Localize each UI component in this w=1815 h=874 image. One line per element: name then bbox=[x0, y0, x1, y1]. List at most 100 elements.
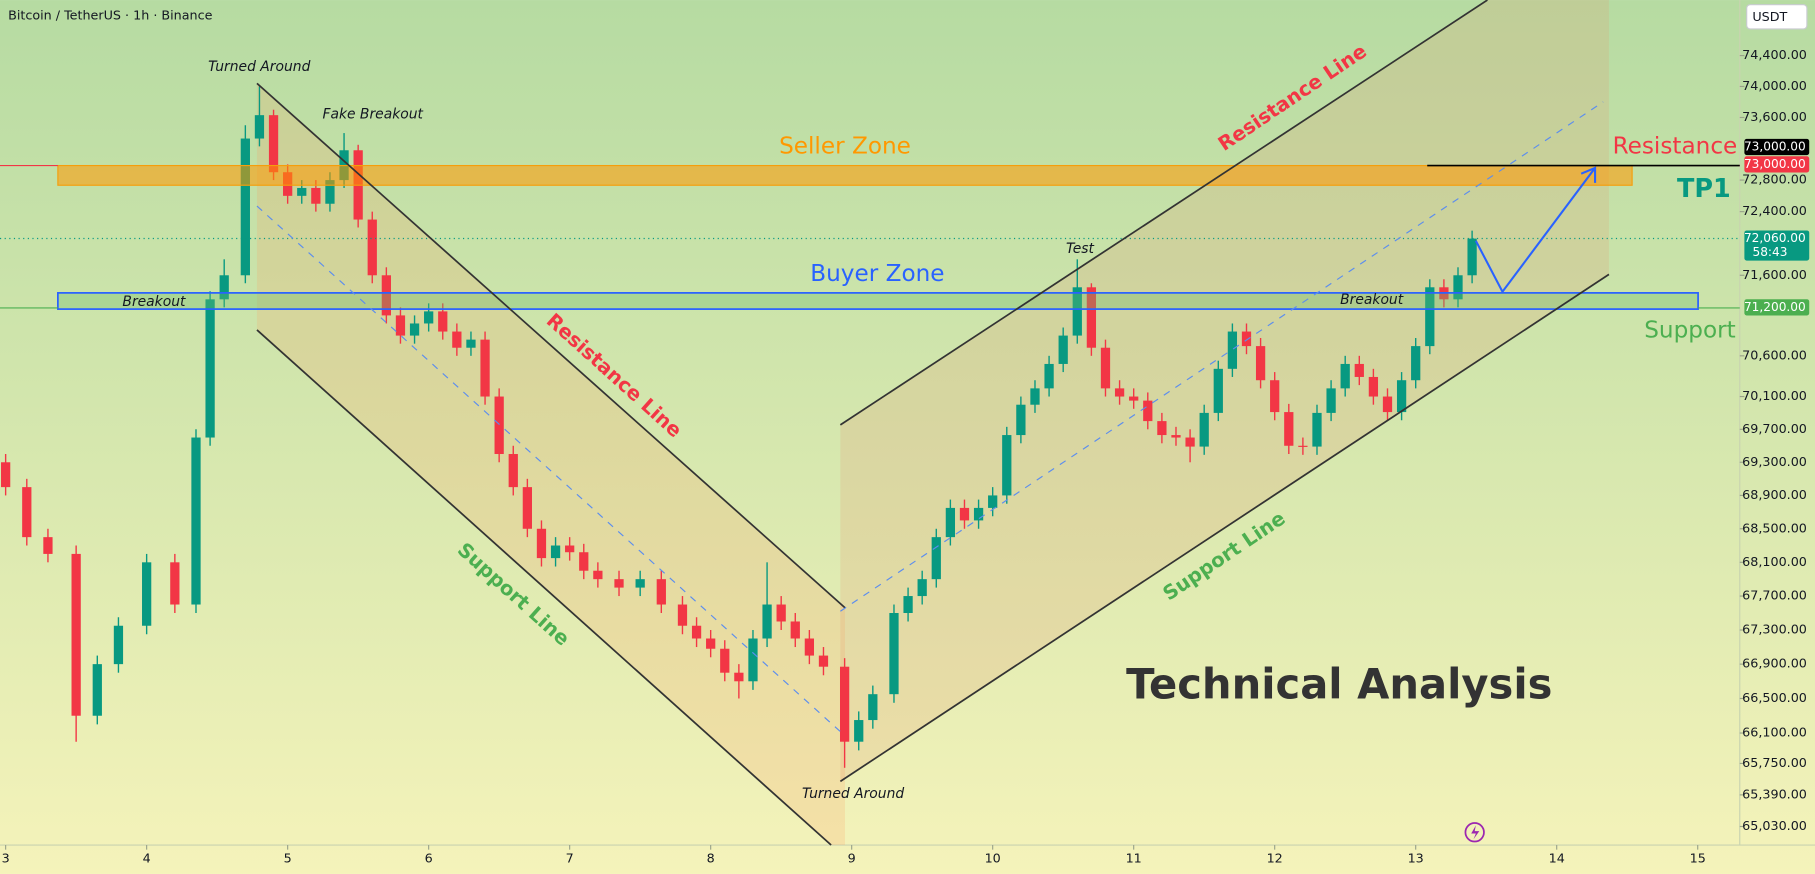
candle-body bbox=[1467, 238, 1477, 276]
candle-body bbox=[191, 437, 201, 605]
candle-body bbox=[1368, 376, 1379, 397]
projection-arrow bbox=[1474, 167, 1596, 294]
candle-body bbox=[706, 638, 716, 649]
candle-body bbox=[804, 638, 815, 656]
alert-icon[interactable] bbox=[1464, 822, 1485, 843]
y-tick-label: 67,300.00 bbox=[1742, 622, 1807, 637]
candle-body bbox=[614, 579, 624, 588]
candle-body bbox=[1396, 380, 1407, 413]
candle-body bbox=[1340, 363, 1350, 389]
candle-body bbox=[1255, 346, 1266, 381]
channel-line bbox=[839, 0, 1488, 426]
candle-body bbox=[903, 596, 913, 613]
candle-body bbox=[931, 537, 941, 580]
candle-body bbox=[494, 396, 504, 455]
candle-body bbox=[593, 570, 603, 580]
candle-body bbox=[1213, 368, 1223, 413]
candle-body bbox=[205, 299, 215, 438]
candle-body bbox=[988, 495, 998, 508]
alert-icon-bolt bbox=[1471, 825, 1480, 840]
y-tick-label: 68,900.00 bbox=[1742, 488, 1807, 503]
candle-body bbox=[1086, 287, 1097, 348]
candle-body bbox=[734, 672, 744, 682]
candle-body bbox=[635, 579, 645, 588]
y-tick-label: 74,400.00 bbox=[1742, 48, 1807, 63]
candle-body bbox=[677, 604, 688, 626]
price-label: 73,000.00 bbox=[1744, 157, 1806, 171]
countdown: 58:43 bbox=[1752, 245, 1787, 259]
candle-body bbox=[1199, 412, 1209, 447]
arrow-head bbox=[1580, 166, 1597, 183]
candle-body bbox=[43, 537, 53, 554]
candle-body bbox=[1157, 421, 1167, 436]
candle-body bbox=[142, 562, 152, 626]
price-label: 71,200.00 bbox=[1744, 300, 1806, 314]
candle-body bbox=[565, 545, 575, 553]
candle-body bbox=[917, 579, 927, 597]
y-tick-label: 65,030.00 bbox=[1742, 819, 1807, 834]
candle-body bbox=[776, 604, 786, 622]
candle-body bbox=[579, 552, 589, 571]
candle-body bbox=[522, 487, 532, 529]
candle-body bbox=[839, 666, 850, 742]
chart-title: Bitcoin / TetherUS · 1h · Binance bbox=[8, 9, 212, 24]
candle-body bbox=[438, 311, 448, 332]
y-tick-label: 65,750.00 bbox=[1742, 756, 1807, 771]
candle-body bbox=[1312, 412, 1322, 447]
candle-body bbox=[1030, 388, 1040, 405]
candle-body bbox=[1058, 335, 1068, 364]
y-tick-label: 72,800.00 bbox=[1742, 173, 1807, 188]
candle-body bbox=[170, 562, 180, 605]
annotation: Breakout bbox=[1340, 292, 1404, 308]
y-tick-label: 66,500.00 bbox=[1742, 691, 1807, 706]
candle-body bbox=[818, 655, 829, 667]
channel-fill bbox=[840, 0, 1609, 782]
x-tick-label: 14 bbox=[1549, 851, 1565, 866]
candle-body bbox=[311, 187, 321, 204]
y-tick-label: 68,100.00 bbox=[1742, 555, 1807, 570]
currency-button[interactable] bbox=[1746, 4, 1808, 30]
candle-body bbox=[1425, 287, 1435, 347]
level-label: Support bbox=[1644, 318, 1735, 344]
channel-mid bbox=[840, 101, 1604, 612]
level-label: Resistance bbox=[1613, 134, 1738, 160]
candle-body bbox=[1072, 287, 1082, 336]
x-tick-label: 12 bbox=[1267, 851, 1283, 866]
seller-zone bbox=[57, 164, 1633, 186]
annotation: Breakout bbox=[122, 294, 186, 310]
candle-body bbox=[71, 553, 81, 716]
y-tick-label: 69,300.00 bbox=[1742, 455, 1807, 470]
price-label-box bbox=[1744, 156, 1810, 173]
candle-body bbox=[1382, 396, 1393, 413]
candle-body bbox=[973, 507, 984, 521]
y-tick-label: 73,600.00 bbox=[1742, 110, 1807, 125]
candle-body bbox=[889, 612, 899, 695]
candle-body bbox=[1227, 331, 1238, 369]
annotation: Turned Around bbox=[802, 786, 904, 802]
candle-body bbox=[409, 323, 420, 336]
candle-body bbox=[1100, 347, 1111, 389]
candle-body bbox=[1016, 404, 1026, 436]
candle-body bbox=[1114, 388, 1125, 397]
candle-body bbox=[508, 454, 518, 488]
y-tick-label: 65,390.00 bbox=[1742, 787, 1807, 802]
zone-label: Buyer Zone bbox=[810, 261, 944, 287]
channel-line bbox=[256, 329, 832, 846]
y-tick-label: 68,500.00 bbox=[1742, 521, 1807, 536]
candle-body bbox=[395, 315, 406, 336]
channel-line bbox=[839, 273, 1610, 783]
x-tick-label: 4 bbox=[143, 851, 151, 866]
price-label: 73,000.00 bbox=[1744, 140, 1806, 154]
candle-body bbox=[367, 219, 377, 276]
candle-body bbox=[480, 339, 490, 397]
candles bbox=[1, 86, 1477, 768]
candle-body bbox=[1453, 275, 1463, 300]
x-tick-label: 13 bbox=[1408, 851, 1424, 866]
y-tick-label: 70,100.00 bbox=[1742, 389, 1807, 404]
candle-body bbox=[656, 579, 666, 605]
y-tick-label: 71,600.00 bbox=[1742, 268, 1807, 283]
candle-body bbox=[790, 621, 800, 639]
y-tick-label: 66,900.00 bbox=[1742, 657, 1807, 672]
candle-body bbox=[113, 625, 124, 665]
